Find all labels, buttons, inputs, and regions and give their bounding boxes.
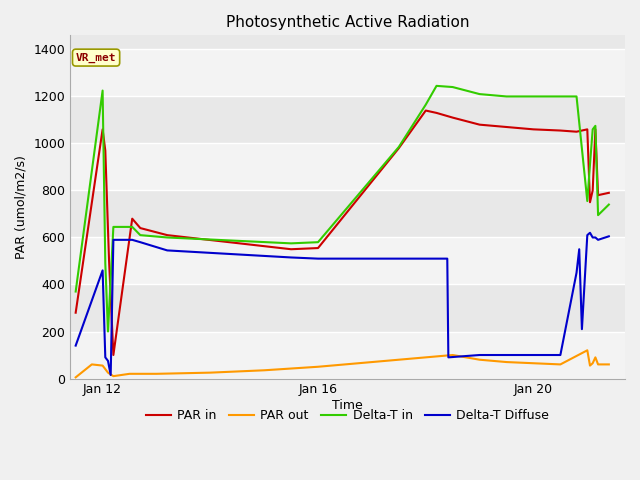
Bar [70,144,625,191]
Title: Photosynthetic Active Radiation: Photosynthetic Active Radiation [226,15,469,30]
Bar [70,332,625,379]
Bar [70,49,625,96]
Y-axis label: PAR (umol/m2/s): PAR (umol/m2/s) [15,155,28,259]
Legend: PAR in, PAR out, Delta-T in, Delta-T Diffuse: PAR in, PAR out, Delta-T in, Delta-T Dif… [141,404,554,427]
X-axis label: Time: Time [332,399,363,412]
Bar [70,238,625,285]
Text: VR_met: VR_met [76,52,116,63]
